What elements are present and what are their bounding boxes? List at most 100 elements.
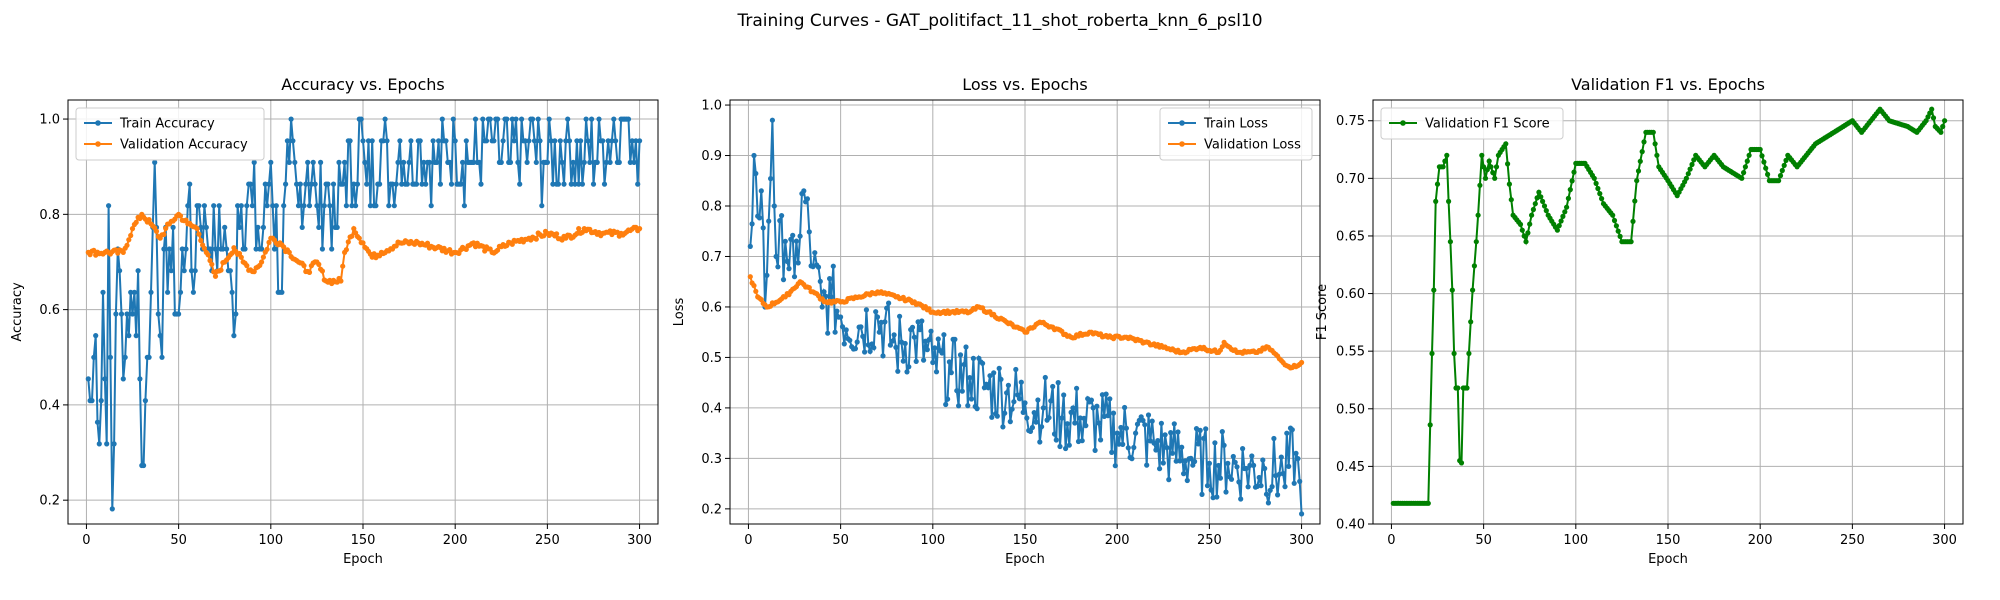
y-tick-label: 0.60 xyxy=(1336,287,1365,302)
data-point xyxy=(1505,161,1511,167)
data-point xyxy=(458,181,464,187)
data-point xyxy=(1219,429,1225,435)
data-point xyxy=(336,159,342,165)
data-point xyxy=(1289,427,1295,433)
data-point xyxy=(828,294,835,300)
data-point xyxy=(391,203,397,209)
data-point xyxy=(1068,409,1074,415)
data-point xyxy=(314,203,320,209)
x-tick-label: 300 xyxy=(1289,533,1314,548)
data-point xyxy=(753,288,759,294)
data-point xyxy=(1595,185,1601,192)
x-axis-label: Epoch xyxy=(343,552,383,567)
data-point xyxy=(343,247,349,253)
data-point xyxy=(1455,385,1461,391)
data-point xyxy=(823,293,829,299)
data-point xyxy=(319,246,325,252)
data-point xyxy=(358,116,364,122)
data-point xyxy=(1184,477,1190,484)
data-point xyxy=(165,289,171,295)
data-point xyxy=(629,138,635,144)
legend-marker xyxy=(1179,120,1185,126)
data-point xyxy=(917,327,923,333)
data-point xyxy=(1470,287,1476,293)
data-point xyxy=(786,266,792,272)
data-point xyxy=(1083,423,1089,429)
legend-marker xyxy=(1400,120,1406,126)
data-point xyxy=(319,268,325,274)
legend-marker xyxy=(95,141,101,147)
data-point xyxy=(480,116,486,122)
data-point xyxy=(1434,181,1441,187)
data-point xyxy=(1247,462,1253,468)
data-point xyxy=(552,138,558,144)
data-point xyxy=(886,300,892,306)
data-point xyxy=(1284,430,1290,436)
data-point xyxy=(791,274,798,280)
data-point xyxy=(1562,209,1568,215)
data-point xyxy=(806,229,812,235)
data-point xyxy=(858,324,864,330)
data-point xyxy=(1759,153,1765,159)
data-point xyxy=(555,181,562,187)
data-point xyxy=(124,311,130,317)
data-point xyxy=(89,398,95,404)
data-point xyxy=(1002,410,1008,416)
data-point xyxy=(283,181,289,187)
data-point xyxy=(1162,432,1168,438)
data-point xyxy=(1011,399,1017,405)
data-point xyxy=(819,304,825,310)
data-point xyxy=(201,245,207,251)
data-point xyxy=(196,231,202,237)
data-point xyxy=(266,239,272,245)
data-point xyxy=(1109,449,1115,455)
data-point xyxy=(1529,212,1535,218)
data-point xyxy=(570,159,576,165)
data-point xyxy=(249,203,255,209)
data-point xyxy=(122,354,128,360)
y-tick-label: 0.40 xyxy=(1336,518,1365,533)
data-point xyxy=(472,116,479,122)
data-point xyxy=(1212,440,1218,446)
data-point xyxy=(1166,477,1172,483)
data-point xyxy=(369,138,375,144)
data-point xyxy=(1168,430,1174,436)
data-point xyxy=(268,159,274,165)
data-point xyxy=(611,116,617,122)
data-point xyxy=(1615,228,1621,234)
data-point xyxy=(790,232,796,238)
data-point xyxy=(1635,168,1642,174)
data-point xyxy=(1508,197,1514,203)
data-point xyxy=(255,224,261,230)
data-point xyxy=(1123,425,1129,431)
data-point xyxy=(1142,422,1148,428)
data-point xyxy=(1092,447,1098,453)
data-point xyxy=(867,348,873,354)
data-point xyxy=(1746,152,1752,158)
data-point xyxy=(447,247,453,253)
data-point xyxy=(1033,419,1039,425)
data-point xyxy=(1070,405,1076,411)
data-point xyxy=(753,170,759,177)
data-point xyxy=(749,221,755,227)
data-point xyxy=(784,258,790,264)
data-point xyxy=(161,231,167,238)
data-point xyxy=(1781,162,1787,168)
data-point xyxy=(1173,458,1179,464)
data-point xyxy=(128,289,134,295)
data-point xyxy=(533,159,539,165)
data-point xyxy=(1245,484,1251,490)
data-point xyxy=(1263,491,1270,497)
x-tick-label: 100 xyxy=(258,533,283,548)
data-point xyxy=(1628,239,1634,245)
data-point xyxy=(286,249,292,255)
data-point xyxy=(895,368,901,374)
y-tick-label: 0.5 xyxy=(701,351,722,366)
data-point xyxy=(1556,223,1562,229)
data-point xyxy=(537,138,543,144)
data-point xyxy=(1249,453,1255,459)
data-point xyxy=(220,246,226,252)
data-point xyxy=(980,360,986,366)
